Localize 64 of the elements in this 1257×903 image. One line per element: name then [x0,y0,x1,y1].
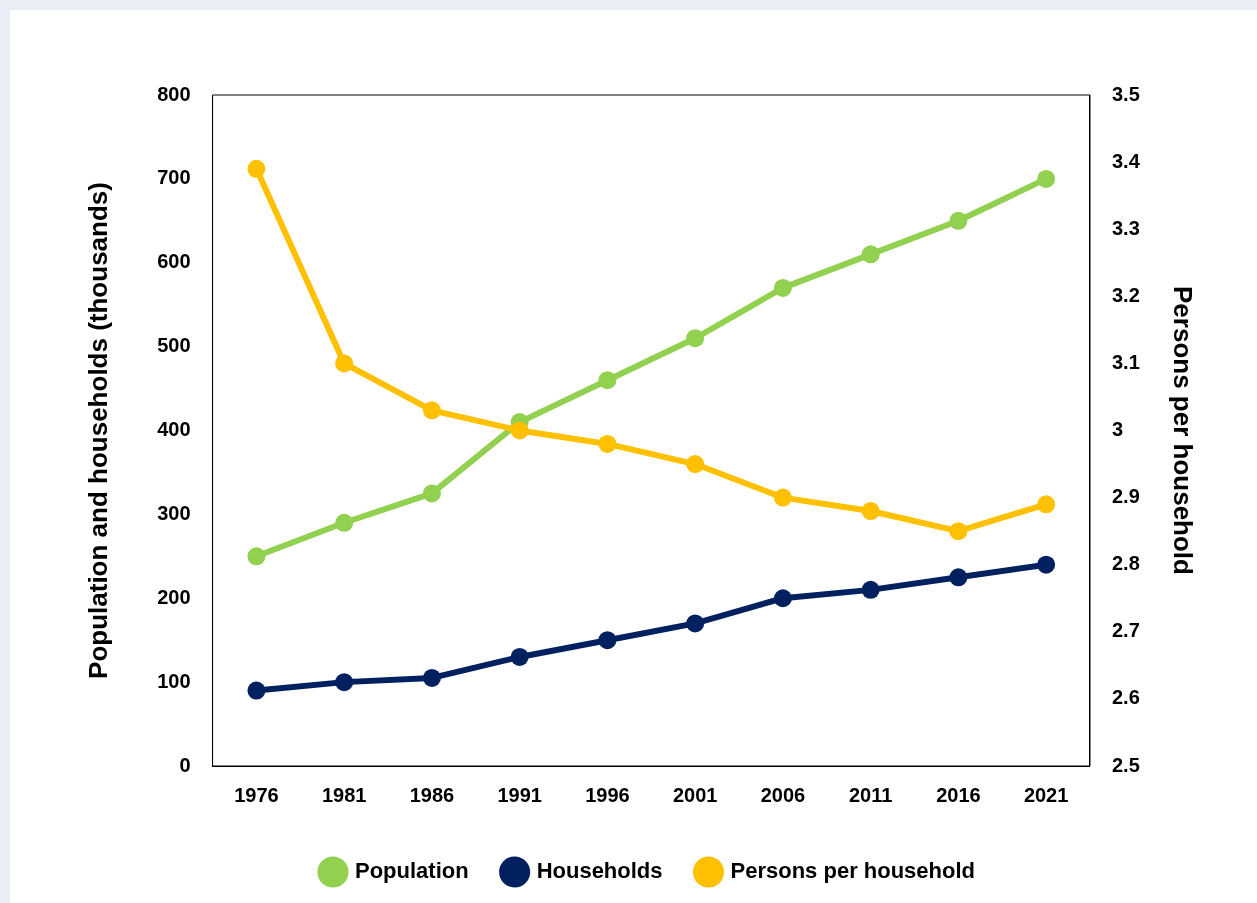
point [861,245,880,264]
point [422,401,441,420]
point [686,329,705,348]
y2-tick-label: 3.2 [1112,283,1140,306]
x-tick-label: 2021 [1023,783,1069,806]
x-tick-label: 2006 [760,783,806,806]
y-tick-label: 300 [157,501,191,524]
y-tick-label: 100 [157,669,191,692]
x-tick-label: 2016 [936,783,981,806]
point [247,159,266,178]
point [773,278,792,297]
x-tick-label: 2011 [848,783,893,806]
point [949,211,968,230]
y-tick-label: 600 [157,250,191,273]
y2-tick-label: 2.6 [1112,686,1140,709]
x-tick-label: 1976 [234,783,279,806]
point [335,513,354,532]
x-tick-label: 2001 [672,783,718,806]
point [422,668,441,687]
y2-tick-label: 3.1 [1112,350,1140,373]
point [510,421,529,440]
point [247,681,266,700]
x-tick-label: 1981 [321,783,367,806]
y-tick-label: 0 [179,753,191,776]
point [686,455,705,474]
point [949,568,968,587]
x-tick-label: 1986 [409,783,455,806]
x-tick-label: 1991 [497,783,542,806]
y2-tick-label: 3.4 [1112,149,1141,172]
point [598,434,617,453]
point [773,488,792,507]
point [1037,169,1056,188]
y-tick-label: 700 [157,166,191,189]
point [686,614,705,633]
y2-tick-label: 3.5 [1112,82,1140,105]
y2-tick-label: 2.8 [1112,552,1140,575]
y-axis-title: Population and households (thousands) [82,182,113,679]
y2-tick-label: 3.3 [1112,216,1140,239]
y2-tick-label: 3 [1112,418,1124,441]
legend-label: Population [354,858,469,884]
legend-label: Persons per household [730,858,976,884]
y2-axis-title: Persons per household [1168,286,1199,575]
point [510,647,529,666]
y-tick-label: 200 [157,585,191,608]
point [598,371,617,390]
legend-label: Households [536,858,663,884]
point [861,502,880,521]
point [335,673,354,692]
point [861,580,880,599]
point [1037,495,1056,514]
y-tick-label: 500 [157,334,191,357]
point [422,484,441,503]
y2-tick-label: 2.5 [1112,753,1140,776]
point [949,522,968,541]
point [1037,555,1056,574]
x-tick-label: 1996 [585,783,630,806]
y-tick-label: 400 [157,418,191,441]
y2-tick-label: 2.9 [1112,485,1140,508]
point [247,547,266,566]
point [773,589,792,608]
point [335,354,354,373]
point [598,631,617,650]
y2-tick-label: 2.7 [1112,619,1140,642]
y-tick-label: 800 [157,82,191,105]
